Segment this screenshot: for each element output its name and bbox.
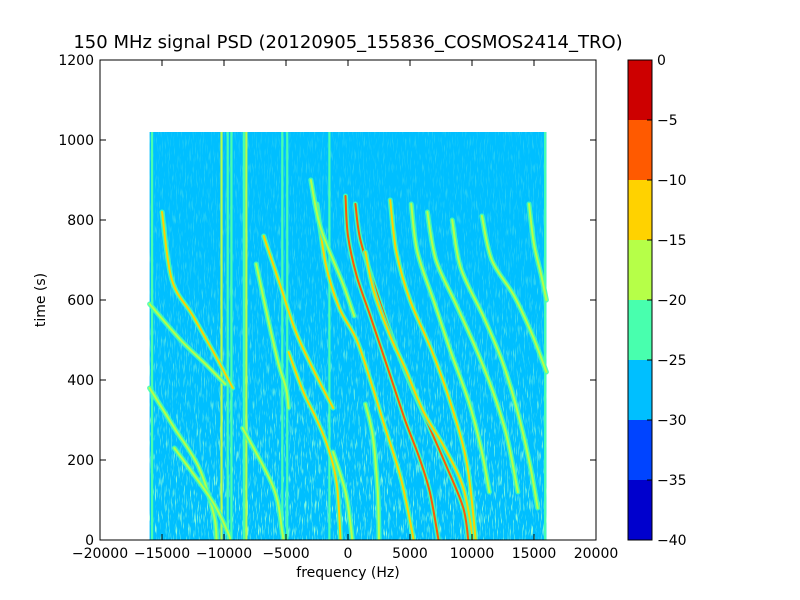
x-tick-label: 10000: [450, 546, 495, 562]
x-tick-label: −10000: [196, 546, 252, 562]
x-tick-label: 0: [344, 546, 353, 562]
chart-title: 150 MHz signal PSD (20120905_155836_COSM…: [73, 32, 622, 53]
signal-trace: [364, 251, 475, 540]
signal-trace: [451, 219, 539, 509]
colorbar-tick-label: −10: [657, 173, 687, 189]
signal-trace: [389, 199, 477, 540]
colorbar-tick-label: −40: [657, 533, 687, 549]
colorbar-tick-label: −20: [657, 293, 687, 309]
colorbar-tick-label: −30: [657, 413, 687, 429]
colorbar-tick-label: −35: [657, 473, 687, 489]
signal-trace: [241, 427, 285, 540]
y-tick-label: 0: [85, 533, 94, 549]
signal-trace: [287, 351, 342, 540]
colorbar-tick-label: 0: [657, 53, 666, 69]
x-tick-label: −15000: [134, 546, 190, 562]
x-axis: −20000 −15000 −10000 −5000 0 5000 10000 15000 20…: [72, 60, 618, 562]
signal-trace: [148, 303, 227, 385]
colorbar-segment: [628, 60, 652, 120]
signal-traces: [147, 177, 549, 540]
x-tick-label: −5000: [262, 546, 309, 562]
y-tick-label: 1000: [58, 133, 94, 149]
signal-trace: [332, 451, 354, 540]
colorbar-segment: [628, 300, 652, 360]
signal-trace: [344, 195, 440, 540]
signal-trace: [410, 203, 491, 493]
colorbar-segment: [628, 240, 652, 300]
colorbar: 0 −5 −10 −15 −20 −25 −30 −35 −40: [627, 53, 687, 549]
signal-trace: [528, 203, 548, 301]
y-tick-label: 800: [67, 213, 94, 229]
signal-trace: [255, 263, 290, 409]
x-tick-label: −20000: [72, 546, 128, 562]
colorbar-tick-label: −15: [657, 233, 687, 249]
signal-trace: [364, 403, 380, 540]
y-tick-label: 1200: [58, 53, 94, 69]
colorbar-segment: [628, 180, 652, 240]
signal-trace: [309, 179, 356, 317]
colorbar-segment: [628, 480, 652, 540]
colorbar-segment: [628, 420, 652, 480]
signal-trace: [161, 211, 234, 389]
vertical-lines: [150, 132, 547, 540]
y-axis: 0 200 400 600 800 1000 1200: [58, 53, 596, 549]
x-tick-label: 15000: [512, 546, 557, 562]
x-tick-label: 20000: [574, 546, 619, 562]
y-tick-label: 400: [67, 373, 94, 389]
signal-trace: [173, 447, 232, 540]
y-tick-label: 600: [67, 293, 94, 309]
signal-trace: [316, 203, 415, 540]
signal-trace: [426, 211, 519, 493]
signal-trace: [480, 215, 548, 373]
signal-trace: [262, 235, 335, 409]
y-axis-label: time (s): [33, 273, 49, 327]
colorbar-segment: [628, 360, 652, 420]
signal-trace: [148, 387, 218, 540]
colorbar-segment: [628, 120, 652, 180]
y-tick-label: 200: [67, 453, 94, 469]
colorbar-tick-label: −5: [657, 113, 678, 129]
colorbar-tick-label: −25: [657, 353, 687, 369]
plot-area: [147, 132, 549, 540]
x-axis-label: frequency (Hz): [296, 565, 399, 581]
x-tick-label: 5000: [392, 546, 428, 562]
